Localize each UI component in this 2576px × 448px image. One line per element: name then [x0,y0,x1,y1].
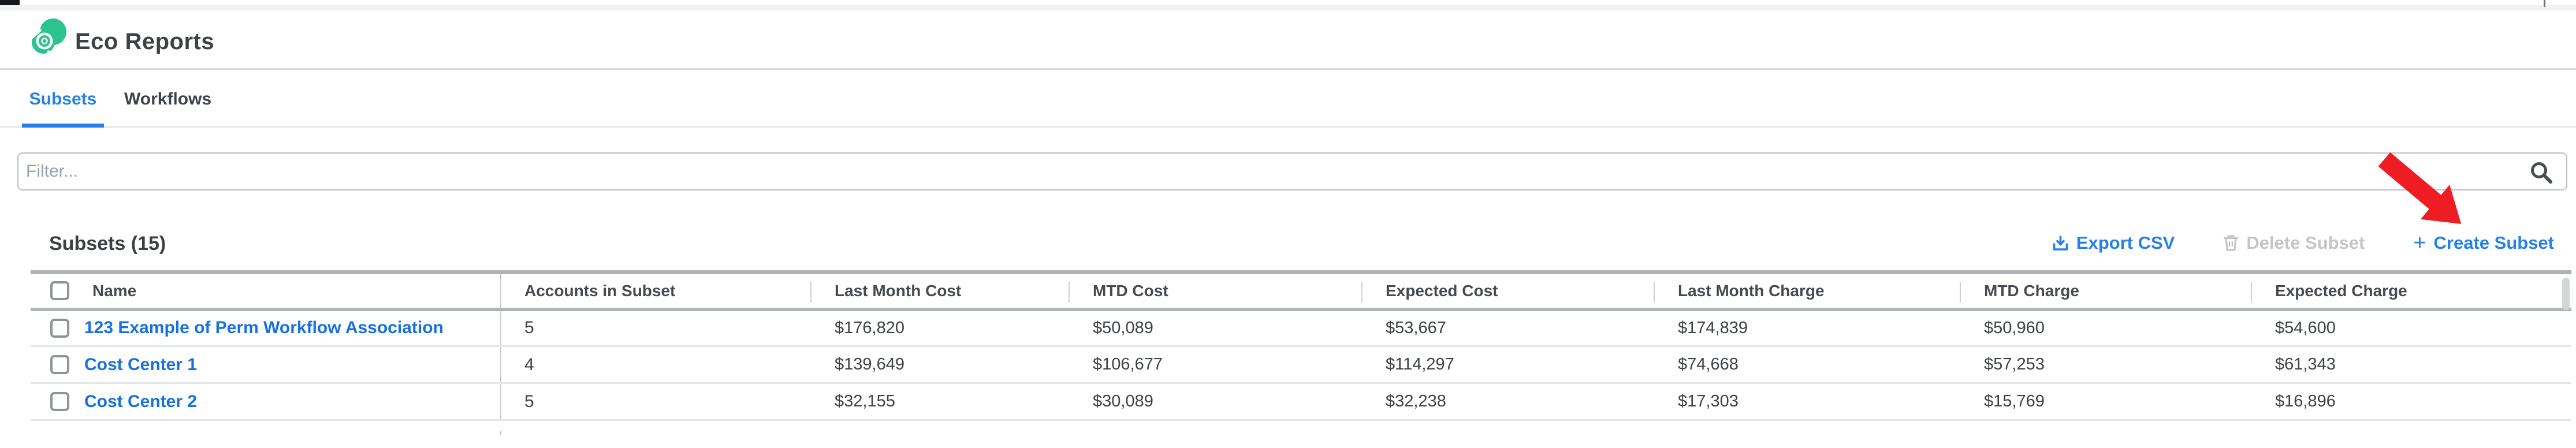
delete-subset-button[interactable]: Delete Subset [2223,233,2365,253]
row-checkbox[interactable] [50,355,69,374]
row-checkbox[interactable] [50,392,69,411]
active-tab-underline [22,124,104,128]
filter-input[interactable] [18,154,2566,189]
tab-subsets[interactable]: Subsets [22,72,104,128]
last-month-cost-cell: $32,155 [810,383,1069,421]
row-checkbox-cell [31,346,81,384]
mtd-charge-cell: $50,960 [1960,309,2251,347]
mtd-cost-cell: $50,089 [1069,309,1361,347]
window-edge-tick [2544,0,2545,7]
last-month-charge-cell: $174,839 [1654,309,1960,347]
table-header-row: Name Accounts in Subset Last Month Cost … [31,270,2571,311]
trash-icon [2224,235,2239,251]
last-month-charge-cell: $17,303 [1654,383,1960,421]
expected-cost-cell: $114,297 [1361,346,1654,384]
app-header: Eco Reports [0,0,2576,70]
window-edge-artifact [0,0,20,5]
subset-name-link[interactable]: Cost Center 1 [84,354,198,374]
page-title: Eco Reports [75,29,215,54]
create-subset-label: Create Subset [2433,233,2554,253]
subset-name-link[interactable]: Cost Center 2 [84,391,198,411]
last-month-cost-cell: $139,649 [810,346,1069,384]
eco-logo-icon [30,18,66,55]
mtd-charge-cell: $15,769 [1960,383,2251,421]
create-subset-button[interactable]: + Create Subset [2413,231,2554,255]
column-header-expected-cost[interactable]: Expected Cost [1361,270,1654,311]
accounts-in-subset-cell: 5 [501,309,810,347]
expected-charge-cell: $61,343 [2251,346,2571,384]
mtd-cost-cell: $30,089 [1069,383,1361,421]
last-month-charge-cell: $74,668 [1654,346,1960,384]
expected-cost-cell: $53,667 [1361,309,1654,347]
plus-icon: + [2413,231,2426,255]
subsets-table: Name Accounts in Subset Last Month Cost … [31,270,2571,421]
expected-charge-cell: $54,600 [2251,309,2571,347]
table-row: 123 Example of Perm Workflow Association… [31,309,2571,347]
select-all-checkbox[interactable] [50,281,69,301]
last-month-cost-cell: $176,820 [810,309,1069,347]
row-checkbox[interactable] [50,318,69,338]
table-row: Cost Center 1 4 $139,649 $106,677 $114,2… [31,346,2571,384]
column-header-accounts[interactable]: Accounts in Subset [501,270,810,311]
delete-subset-label: Delete Subset [2246,233,2365,253]
download-icon [2053,235,2068,251]
table-actions: Export CSV Delete Subset + Create Subset [2052,231,2554,255]
filter-container [17,152,2567,191]
column-header-mtd-cost[interactable]: MTD Cost [1069,270,1361,311]
tab-bar: Subsets Workflows [0,72,2576,128]
column-header-name[interactable]: Name [81,270,501,311]
accounts-in-subset-cell: 5 [501,383,810,421]
mtd-charge-cell: $57,253 [1960,346,2251,384]
tab-workflows-label: Workflows [124,89,212,109]
accounts-in-subset-cell: 4 [501,346,810,384]
scrollbar-thumb[interactable] [2562,278,2570,310]
tab-subsets-label: Subsets [29,89,97,109]
tab-workflows[interactable]: Workflows [104,72,232,126]
window-top-strip [0,5,2576,10]
export-csv-button[interactable]: Export CSV [2052,233,2175,253]
row-checkbox-cell [31,383,81,421]
column-header-last-month-cost[interactable]: Last Month Cost [810,270,1069,311]
table-row: Cost Center 2 5 $32,155 $30,089 $32,238 … [31,383,2571,421]
column-header-mtd-charge[interactable]: MTD Charge [1960,270,2251,311]
partial-next-row-divider [500,431,501,435]
mtd-cost-cell: $106,677 [1069,346,1361,384]
select-all-cell [31,270,81,311]
export-csv-label: Export CSV [2076,233,2175,253]
column-header-expected-charge[interactable]: Expected Charge [2251,270,2571,311]
subsets-count-heading: Subsets (15) [49,233,166,255]
expected-charge-cell: $16,896 [2251,383,2571,421]
subset-name-link[interactable]: 123 Example of Perm Workflow Association [84,318,444,338]
expected-cost-cell: $32,238 [1361,383,1654,421]
search-icon [2531,162,2552,184]
column-header-last-month-charge[interactable]: Last Month Charge [1654,270,1960,311]
row-checkbox-cell [31,309,81,347]
